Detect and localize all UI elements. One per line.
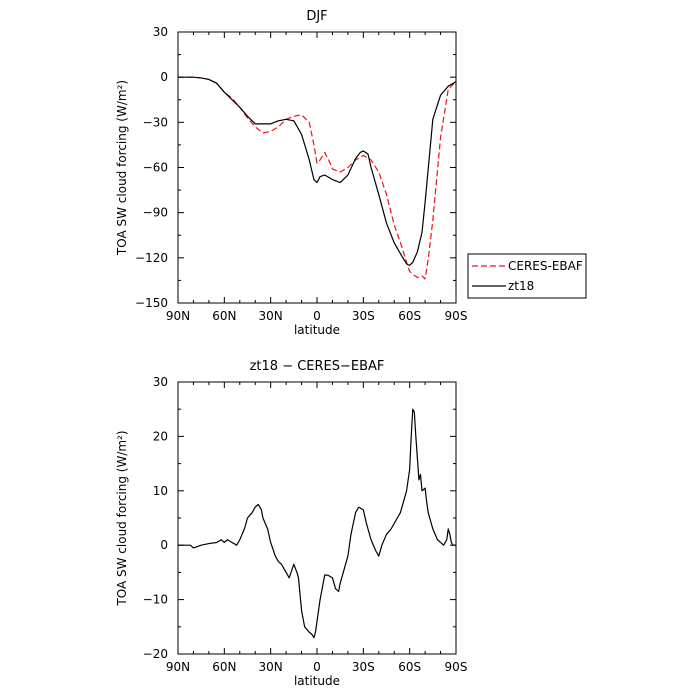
x-tick-label: 0: [313, 309, 321, 323]
y-tick-label: 30: [153, 375, 168, 389]
x-tick-label: 30S: [352, 309, 375, 323]
x-tick-label: 30S: [352, 660, 375, 674]
y-tick-label: −30: [143, 115, 168, 129]
x-axis-label: latitude: [294, 674, 340, 688]
y-tick-label: 0: [160, 70, 168, 84]
x-tick-label: 60N: [212, 309, 236, 323]
x-tick-label: 90S: [445, 309, 468, 323]
legend: CERES-EBAF zt18: [467, 253, 587, 299]
y-tick-label: 30: [153, 25, 168, 39]
x-tick-label: 90N: [166, 660, 190, 674]
x-tick-label: 90S: [445, 660, 468, 674]
chart-panel-2: zt18 − CERES−EBAF 90N 60N 30N 0 30S 60S 90S −20 −…: [115, 359, 467, 688]
x-tick-label: 60S: [398, 660, 421, 674]
x-tick-label: 30N: [259, 309, 283, 323]
series-line-zt18: [178, 76, 456, 266]
x-tick-label: 30N: [259, 660, 283, 674]
y-tick-label: −10: [143, 593, 168, 607]
y-tick-label: −60: [143, 161, 168, 175]
y-tick-label: −90: [143, 206, 168, 220]
x-tick-label: 60N: [212, 660, 236, 674]
chart-title: zt18 − CERES−EBAF: [250, 359, 385, 374]
y-tick-label: −20: [143, 647, 168, 661]
legend-label: CERES-EBAF: [508, 259, 583, 273]
chart-title: DJF: [306, 9, 327, 24]
y-tick-label: 0: [160, 538, 168, 552]
y-tick-label: −150: [135, 296, 168, 310]
y-tick-label: −120: [135, 251, 168, 265]
y-tick-label: 10: [153, 484, 168, 498]
legend-label: zt18: [508, 279, 534, 293]
y-axis-label: TOA SW cloud forcing (W/m²): [115, 80, 129, 256]
y-tick-label: 20: [153, 429, 168, 443]
y-axis-label: TOA SW cloud forcing (W/m²): [115, 430, 129, 606]
legend-box: [467, 253, 587, 299]
x-tick-label: 0: [313, 660, 321, 674]
x-tick-label: 90N: [166, 309, 190, 323]
series-line-difference: [178, 408, 456, 639]
x-axis-label: latitude: [294, 323, 340, 337]
plot-frame: [177, 381, 457, 655]
x-tick-label: 60S: [398, 309, 421, 323]
chart-panel-1: DJF 90N 60N 30N 0 30S 60S 90S −150 −120 −90 −60 −30 0…: [115, 9, 587, 337]
plot-frame: [177, 31, 457, 304]
series-line-ceres-ebaf: [178, 76, 456, 280]
